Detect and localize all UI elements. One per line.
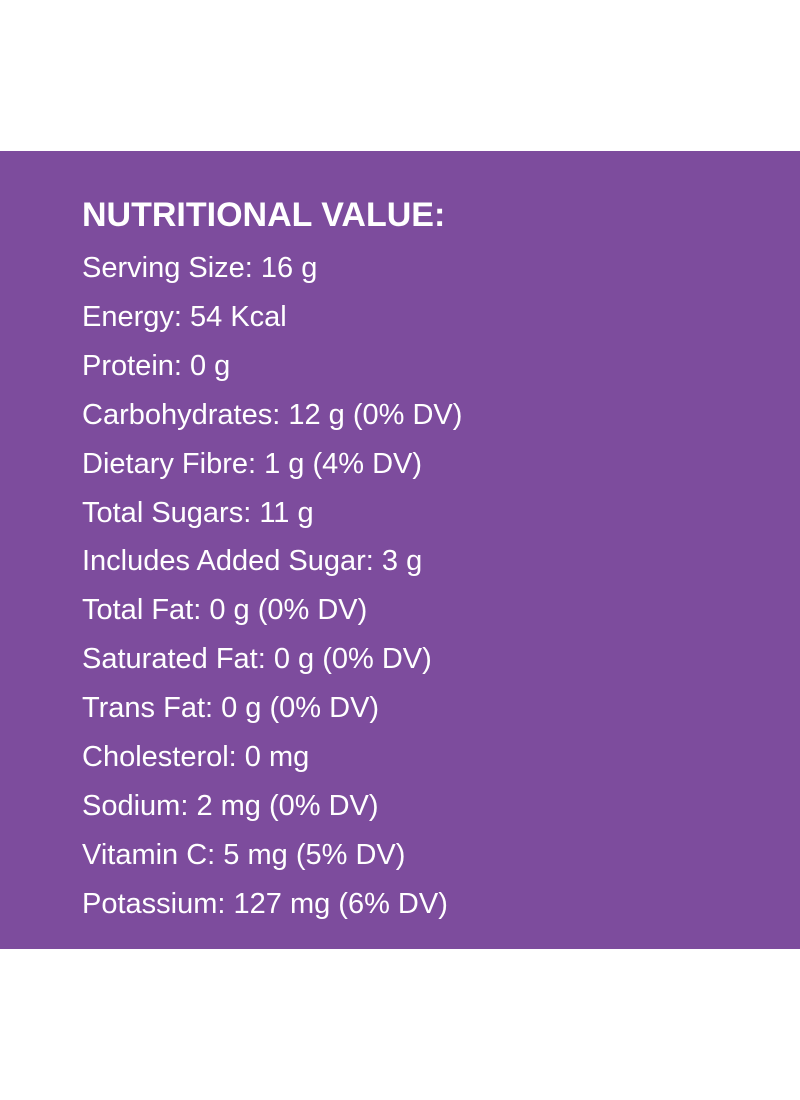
- fact-total-sugars: Total Sugars: 11 g: [82, 496, 314, 529]
- fact-total-fat: Total Fat: 0 g (0% DV): [82, 594, 368, 627]
- fact-carbohydrates: Carbohydrates: 12 g (0% DV): [82, 398, 463, 431]
- fact-protein: Protein: 0 g: [82, 349, 231, 382]
- nutrition-facts-list: Serving Size: 16 g Energy: 54 Kcal Prote…: [82, 244, 462, 929]
- fact-dietary-fibre: Dietary Fibre: 1 g (4% DV): [82, 447, 423, 480]
- fact-potassium: Potassium: 127 mg (6% DV): [82, 887, 448, 920]
- fact-vitamin-c: Vitamin C: 5 mg (5% DV): [82, 838, 406, 871]
- fact-energy: Energy: 54 Kcal: [82, 300, 287, 333]
- fact-serving-size: Serving Size: 16 g: [82, 252, 318, 284]
- fact-cholesterol: Cholesterol: 0 mg: [82, 741, 310, 774]
- nutrition-panel: [0, 151, 800, 949]
- fact-trans-fat: Trans Fat: 0 g (0% DV): [82, 692, 380, 725]
- fact-added-sugar: Includes Added Sugar: 3 g: [82, 545, 423, 578]
- fact-saturated-fat: Saturated Fat: 0 g (0% DV): [82, 643, 432, 676]
- nutrition-title: NUTRITIONAL VALUE:: [82, 196, 446, 234]
- fact-sodium: Sodium: 2 mg (0% DV): [82, 789, 379, 822]
